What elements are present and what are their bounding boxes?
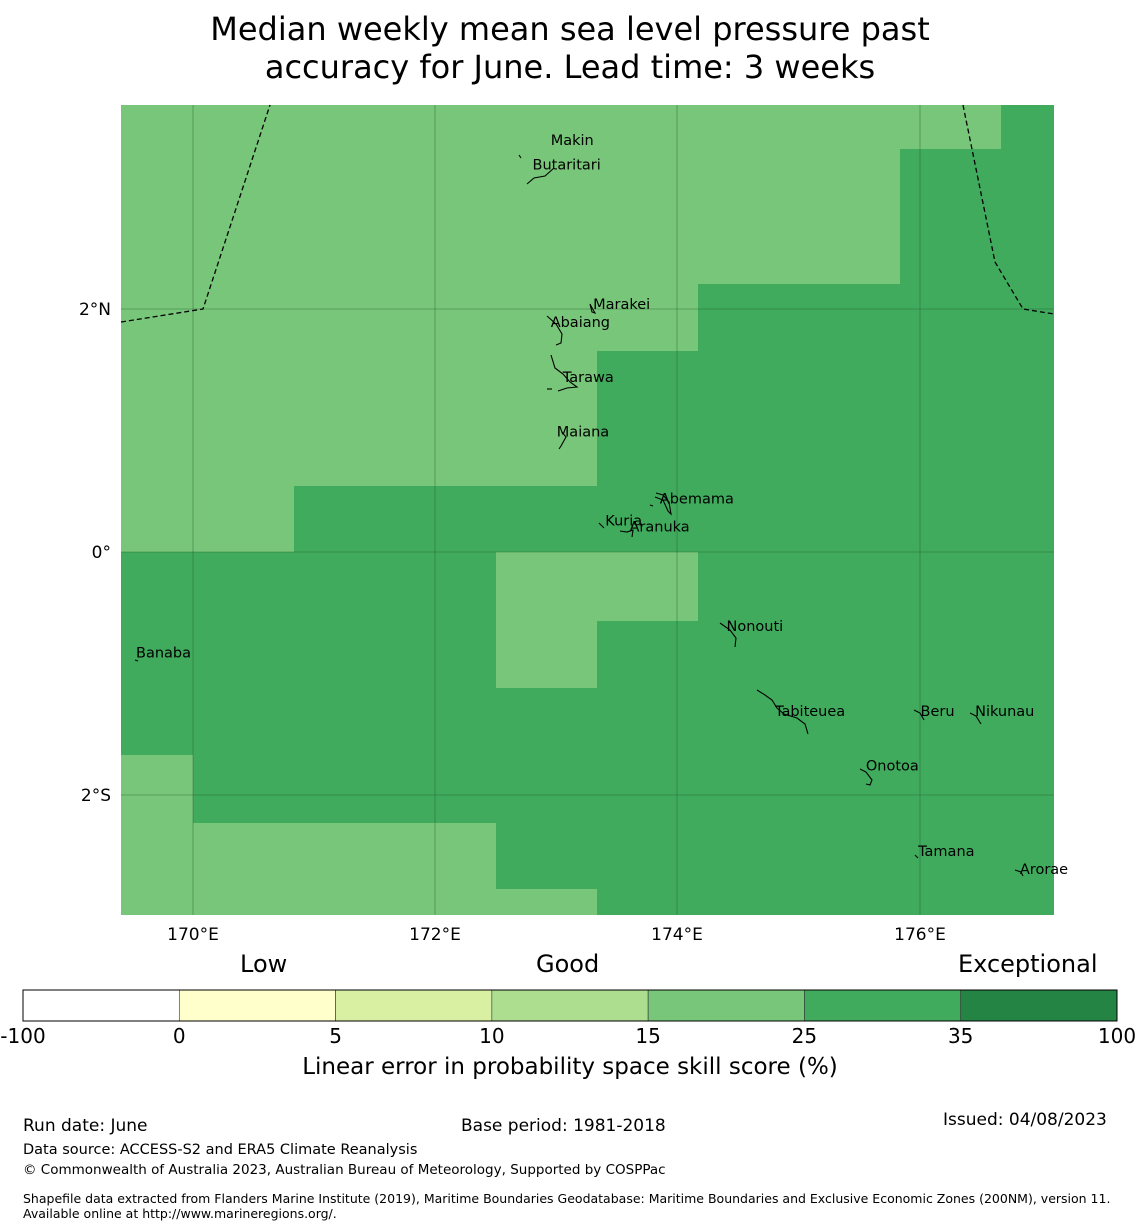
shapefile-credit: Shapefile data extracted from Flanders M…: [23, 1191, 1111, 1221]
island-nikunau: [969, 712, 982, 725]
place-label-tamana: Tamana: [917, 844, 974, 860]
colorbar-tick-0: -100: [0, 1024, 46, 1048]
lon-tick-174: 174°E: [651, 925, 703, 940]
place-label-abemama: Abemama: [660, 491, 734, 507]
data-source: Data source: ACCESS-S2 and ERA5 Climate …: [23, 1142, 418, 1158]
island-marakei: [589, 303, 597, 314]
colorbar-swatch-6: [960, 989, 1118, 1022]
colorbar-heading-low: Low: [240, 950, 288, 978]
place-label-aranuka: Aranuka: [630, 519, 690, 535]
lon-tick-172: 172°E: [409, 925, 461, 940]
place-label-maiana: Maiana: [557, 425, 609, 441]
colorbar-tick-5: 25: [791, 1024, 818, 1048]
colorbar-swatches: [22, 989, 1118, 1022]
colorbar-tick-1: 0: [172, 1024, 186, 1048]
colorbar-swatch-0: [22, 989, 180, 1022]
graticule: [121, 105, 1054, 915]
place-label-marakei: Marakei: [593, 297, 650, 313]
issued-date: Issued: 04/08/2023: [943, 1110, 1107, 1130]
colorbar-swatch-3: [491, 989, 649, 1022]
lat-tick-2s: 2°S: [81, 786, 111, 806]
island-arorae: [1014, 869, 1024, 877]
colorbar-tick-6: 35: [947, 1024, 974, 1048]
island-abemama: [654, 492, 672, 516]
place-label-abaiang: Abaiang: [551, 315, 610, 331]
island-kuria: [598, 522, 605, 529]
place-label-arorae: Arorae: [1020, 862, 1068, 878]
skill-region-light-south: [121, 755, 597, 915]
place-label-nikunau: Nikunau: [975, 704, 1034, 720]
base-period: Base period: 1981-2018: [461, 1116, 666, 1136]
colorbar-label: Linear error in probability space skill …: [302, 1054, 838, 1080]
place-label-onotoa: Onotoa: [866, 759, 919, 775]
place-label-beru: Beru: [921, 704, 955, 720]
lon-tick-170: 170°E: [167, 925, 219, 940]
title-line-1: Median weekly mean sea level pressure pa…: [210, 10, 930, 48]
island-abaiang: [546, 315, 563, 346]
title-line-2: accuracy for June. Lead time: 3 weeks: [264, 48, 876, 86]
island-maiana: [558, 431, 567, 450]
colorbar: [22, 989, 1118, 1022]
place-label-tabiteuea: Tabiteuea: [774, 704, 845, 720]
colorbar-tick-4: 15: [635, 1024, 661, 1048]
place-label-kuria: Kuria: [605, 513, 642, 529]
place-label-butaritari: Butaritari: [533, 157, 601, 173]
maritime-boundaries: [120, 104, 1055, 323]
island-banaba: [134, 659, 139, 662]
lat-tick-0: 0°: [92, 543, 111, 563]
chart-title: Median weekly mean sea level pressure pa…: [0, 10, 1140, 86]
island-onotoa: [859, 768, 873, 786]
map: Makin Butaritari Marakei Abaiang Tarawa Maian…: [79, 104, 1068, 940]
island-beru: [913, 709, 925, 721]
island-aranuka: [619, 529, 634, 538]
colorbar-swatch-1: [178, 989, 336, 1022]
run-date: Run date: June: [23, 1116, 148, 1136]
colorbar-swatch-5: [804, 989, 962, 1022]
skill-region-light: [121, 105, 1001, 552]
colorbar-swatch-2: [335, 989, 493, 1022]
island-tamana: [914, 854, 919, 859]
eez-boundary-east: [962, 104, 1055, 315]
eez-boundary-west: [120, 104, 271, 323]
island-makin: [518, 154, 522, 159]
island-abemama-islet: [649, 504, 654, 507]
colorbar-tick-3: 10: [479, 1024, 505, 1048]
colorbar-heading-good: Good: [536, 950, 600, 978]
island-tarawa: [550, 354, 579, 392]
island-tabiteuea: [756, 689, 809, 735]
colorbar-swatch-4: [647, 989, 805, 1022]
colorbar-tick-2: 5: [329, 1024, 342, 1048]
lon-tick-176: 176°E: [894, 925, 946, 940]
place-labels: Makin Butaritari Marakei Abaiang Tarawa Maian…: [136, 133, 1068, 878]
skill-region-light-centre: [496, 552, 698, 688]
place-label-nonouti: Nonouti: [727, 619, 784, 635]
place-label-tarawa: Tarawa: [562, 370, 614, 386]
lat-tick-2n: 2°N: [79, 300, 111, 320]
place-label-makin: Makin: [551, 133, 594, 149]
copyright: © Commonwealth of Australia 2023, Austra…: [23, 1162, 666, 1178]
islands: [134, 154, 1024, 877]
island-nonouti: [719, 622, 737, 648]
island-butaritari: [526, 167, 555, 185]
colorbar-heading-exceptional: Exceptional: [958, 950, 1098, 978]
place-label-banaba: Banaba: [136, 646, 191, 662]
skill-grid: [121, 105, 1054, 915]
colorbar-tick-7: 100: [1097, 1024, 1137, 1048]
